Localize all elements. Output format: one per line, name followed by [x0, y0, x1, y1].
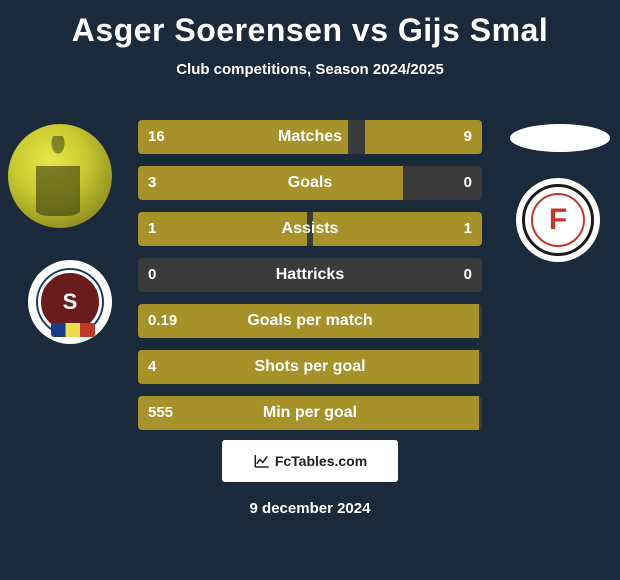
subtitle: Club competitions, Season 2024/2025: [0, 61, 620, 78]
stat-value-right: 0: [464, 166, 472, 200]
stat-label: Goals per match: [138, 304, 482, 338]
page-title: Asger Soerensen vs Gijs Smal: [0, 0, 620, 49]
stat-label: Matches: [138, 120, 482, 154]
stat-row: 16Matches9: [138, 120, 482, 154]
stat-row: 4Shots per goal: [138, 350, 482, 384]
stat-label: Goals: [138, 166, 482, 200]
stat-label: Shots per goal: [138, 350, 482, 384]
date-text: 9 december 2024: [0, 500, 620, 517]
stat-value-right: 9: [464, 120, 472, 154]
stat-label: Assists: [138, 212, 482, 246]
club-right-letter: F: [522, 184, 594, 256]
stat-value-right: 0: [464, 258, 472, 292]
player-left-avatar: [8, 124, 112, 228]
player-right-avatar: [510, 124, 610, 152]
stat-row: 555Min per goal: [138, 396, 482, 430]
stat-label: Hattricks: [138, 258, 482, 292]
stats-bars: 16Matches93Goals01Assists10Hattricks00.1…: [138, 120, 482, 442]
club-left-letter: S: [38, 270, 102, 334]
branding-text: FcTables.com: [275, 453, 367, 469]
stat-value-right: 1: [464, 212, 472, 246]
club-right-badge: F: [516, 178, 600, 262]
chart-icon: [253, 452, 271, 470]
stat-label: Min per goal: [138, 396, 482, 430]
stat-row: 0.19Goals per match: [138, 304, 482, 338]
stat-row: 1Assists1: [138, 212, 482, 246]
branding-badge[interactable]: FcTables.com: [222, 440, 398, 482]
club-left-badge: S: [28, 260, 112, 344]
stat-row: 3Goals0: [138, 166, 482, 200]
stat-row: 0Hattricks0: [138, 258, 482, 292]
